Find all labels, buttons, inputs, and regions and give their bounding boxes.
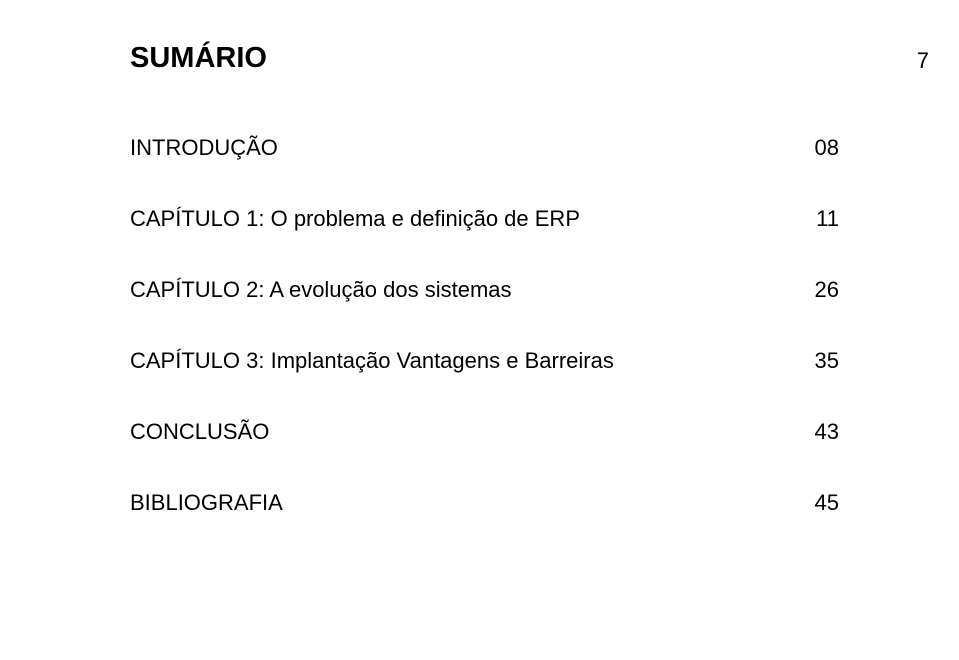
toc-page: 11	[799, 206, 839, 232]
toc-page: 08	[799, 135, 839, 161]
toc-label: CAPÍTULO 3: Implantação Vantagens e Barr…	[130, 348, 614, 374]
toc-entry: INTRODUÇÃO 08	[130, 135, 839, 161]
toc-label: CONCLUSÃO	[130, 419, 269, 445]
toc-label: CAPÍTULO 2: A evolução dos sistemas	[130, 277, 512, 303]
toc-label: BIBLIOGRAFIA	[130, 490, 283, 516]
toc-entry: CONCLUSÃO 43	[130, 419, 839, 445]
page-number: 7	[917, 48, 929, 74]
toc-page: 43	[799, 419, 839, 445]
toc-entry: CAPÍTULO 2: A evolução dos sistemas 26	[130, 277, 839, 303]
page-title: SUMÁRIO	[130, 42, 839, 75]
toc-label: INTRODUÇÃO	[130, 135, 278, 161]
toc-entry: CAPÍTULO 1: O problema e definição de ER…	[130, 206, 839, 232]
toc-label: CAPÍTULO 1: O problema e definição de ER…	[130, 206, 580, 232]
toc-page: 35	[799, 348, 839, 374]
toc-page: 26	[799, 277, 839, 303]
toc-entry: CAPÍTULO 3: Implantação Vantagens e Barr…	[130, 348, 839, 374]
toc-entry: BIBLIOGRAFIA 45	[130, 490, 839, 516]
toc-page: 45	[799, 490, 839, 516]
document-page: 7 SUMÁRIO INTRODUÇÃO 08 CAPÍTULO 1: O pr…	[0, 42, 959, 660]
